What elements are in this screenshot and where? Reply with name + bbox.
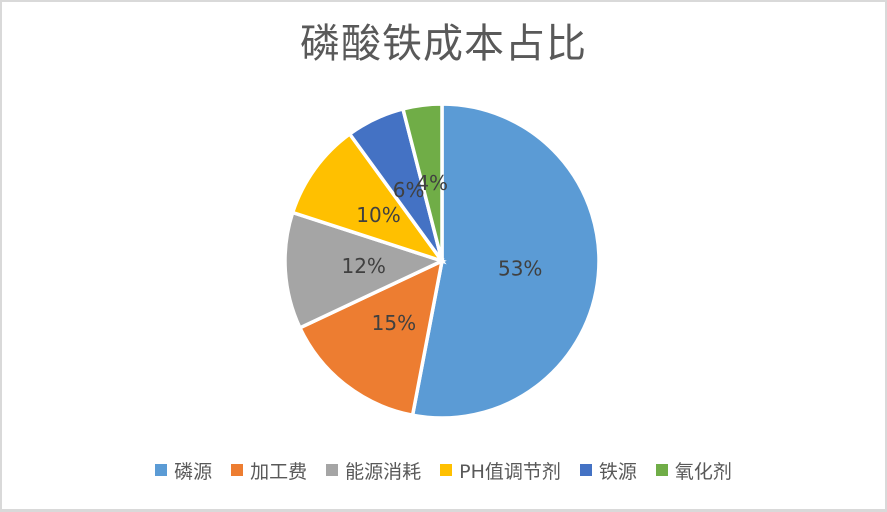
data-label-铁源: 6%	[393, 178, 425, 202]
data-label-PH值调节剂: 10%	[356, 203, 400, 227]
legend-item-加工费: 加工费	[231, 457, 307, 484]
legend-item-氧化剂: 氧化剂	[655, 457, 732, 484]
legend-label: PH值调节剂	[459, 460, 561, 483]
legend-item-PH值调节剂: PH值调节剂	[440, 457, 561, 484]
data-label-磷源: 53%	[498, 256, 542, 280]
legend-swatch-icon	[326, 464, 339, 476]
chart-title: 磷酸铁成本占比	[300, 21, 587, 67]
pie-slice-氧化剂	[400, 102, 444, 262]
data-label-氧化剂: 4%	[416, 171, 448, 195]
pie-slice-PH值调节剂	[290, 131, 447, 265]
legend-label: 氧化剂	[674, 460, 732, 483]
data-label-加工费: 15%	[372, 311, 416, 335]
legend-label: 能源消耗	[345, 460, 422, 483]
legend-swatch-icon	[231, 464, 244, 476]
legend-swatch-icon	[579, 464, 592, 476]
legend-item-铁源: 铁源	[579, 457, 637, 484]
pie-slice-能源消耗	[283, 210, 447, 331]
legend-swatch-icon	[155, 464, 168, 476]
chart-legend: 磷源 加工费 能源消耗 PH值调节剂 铁源 氧化剂	[2, 454, 885, 486]
legend-label: 加工费	[250, 460, 308, 483]
pie-slice-磷源	[410, 102, 601, 420]
legend-item-磷源: 磷源	[155, 457, 212, 484]
data-label-能源消耗: 12%	[341, 254, 385, 278]
legend-label: 铁源	[598, 460, 637, 483]
legend-swatch-icon	[440, 464, 453, 476]
legend-label: 磷源	[174, 460, 213, 483]
legend-swatch-icon	[655, 464, 668, 476]
pie-slice-加工费	[297, 257, 445, 418]
legend-item-能源消耗: 能源消耗	[326, 457, 421, 484]
